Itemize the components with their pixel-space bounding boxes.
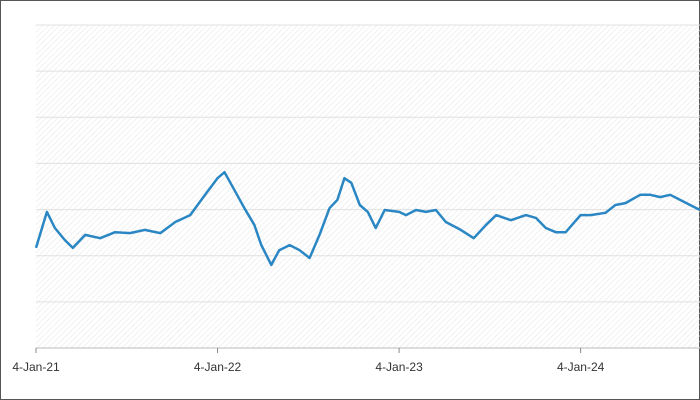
x-tick-label: 4-Jan-22 <box>194 360 242 374</box>
x-tick-label: 4-Jan-21 <box>12 360 60 374</box>
line <box>34 170 700 267</box>
plot-area <box>36 25 700 348</box>
x-tick-label: 4-Jan-24 <box>557 360 605 374</box>
x-tick-label: 4-Jan-23 <box>375 360 423 374</box>
